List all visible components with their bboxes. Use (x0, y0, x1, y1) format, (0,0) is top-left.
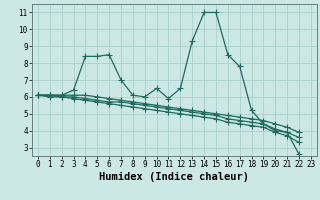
X-axis label: Humidex (Indice chaleur): Humidex (Indice chaleur) (100, 172, 249, 182)
